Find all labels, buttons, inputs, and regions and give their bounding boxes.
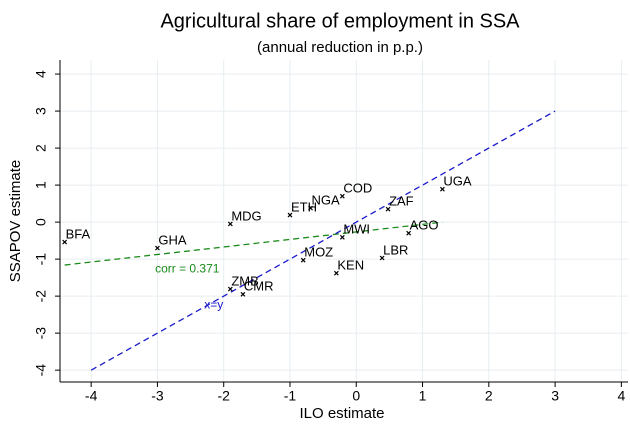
point bbox=[385, 206, 391, 212]
x-tick-label: 0 bbox=[352, 388, 360, 404]
y-tick-label: 2 bbox=[33, 144, 49, 152]
point bbox=[333, 270, 339, 276]
y-tick-label: -4 bbox=[33, 364, 49, 377]
y-tick-label: 3 bbox=[33, 107, 49, 115]
point-label: MOZ bbox=[304, 245, 333, 260]
x-tick-label: 1 bbox=[419, 388, 427, 404]
point bbox=[339, 234, 345, 240]
x-tick-label: 2 bbox=[485, 388, 493, 404]
y-tick-label: 1 bbox=[33, 181, 49, 189]
y-tick-label: -3 bbox=[33, 327, 49, 340]
point-label: UGA bbox=[443, 174, 472, 189]
point bbox=[300, 257, 306, 263]
point-label: MWI bbox=[343, 222, 370, 237]
point-label: AGO bbox=[410, 218, 439, 233]
point-label: KEN bbox=[337, 258, 364, 273]
chart-title: Agricultural share of employment in SSA bbox=[160, 10, 520, 32]
point bbox=[379, 255, 385, 261]
annotation: x=y bbox=[204, 298, 223, 312]
x-tick-label: -2 bbox=[217, 388, 230, 404]
point-label: LBR bbox=[383, 242, 408, 257]
annotation: corr = 0.371 bbox=[155, 261, 220, 275]
point bbox=[240, 291, 246, 297]
x-tick-label: 4 bbox=[617, 388, 625, 404]
y-tick-label: -2 bbox=[33, 290, 49, 303]
point-label: ETH bbox=[291, 200, 317, 215]
point bbox=[406, 230, 412, 236]
point bbox=[339, 193, 345, 199]
chart-subtitle: (annual reduction in p.p.) bbox=[257, 39, 423, 56]
x-tick-label: -3 bbox=[151, 388, 164, 404]
point bbox=[62, 239, 68, 245]
point bbox=[287, 212, 293, 218]
reference-line bbox=[64, 221, 443, 266]
point-label: CMR bbox=[244, 279, 274, 294]
point-label: GHA bbox=[158, 232, 187, 247]
x-tick-label: -1 bbox=[284, 388, 297, 404]
reference-line bbox=[90, 110, 556, 371]
point bbox=[308, 205, 313, 211]
point-label: NGA bbox=[312, 192, 341, 207]
point-label: COD bbox=[343, 181, 372, 196]
x-tick-label: -4 bbox=[85, 388, 98, 404]
y-tick-label: -1 bbox=[33, 253, 49, 266]
point bbox=[155, 245, 160, 251]
y-tick-label: 4 bbox=[33, 70, 49, 78]
point bbox=[227, 221, 233, 227]
y-tick-label: 0 bbox=[33, 218, 49, 226]
x-tick-label: 3 bbox=[551, 388, 559, 404]
y-axis-label: SSAPOV estimate bbox=[7, 160, 24, 283]
point bbox=[439, 186, 445, 192]
x-axis-label: ILO estimate bbox=[299, 405, 384, 422]
point bbox=[227, 286, 233, 292]
point-label: ZMB bbox=[231, 274, 258, 289]
point-label: MDG bbox=[231, 208, 261, 223]
point-label: BFA bbox=[66, 227, 91, 242]
point-label: ZAF bbox=[389, 194, 414, 209]
